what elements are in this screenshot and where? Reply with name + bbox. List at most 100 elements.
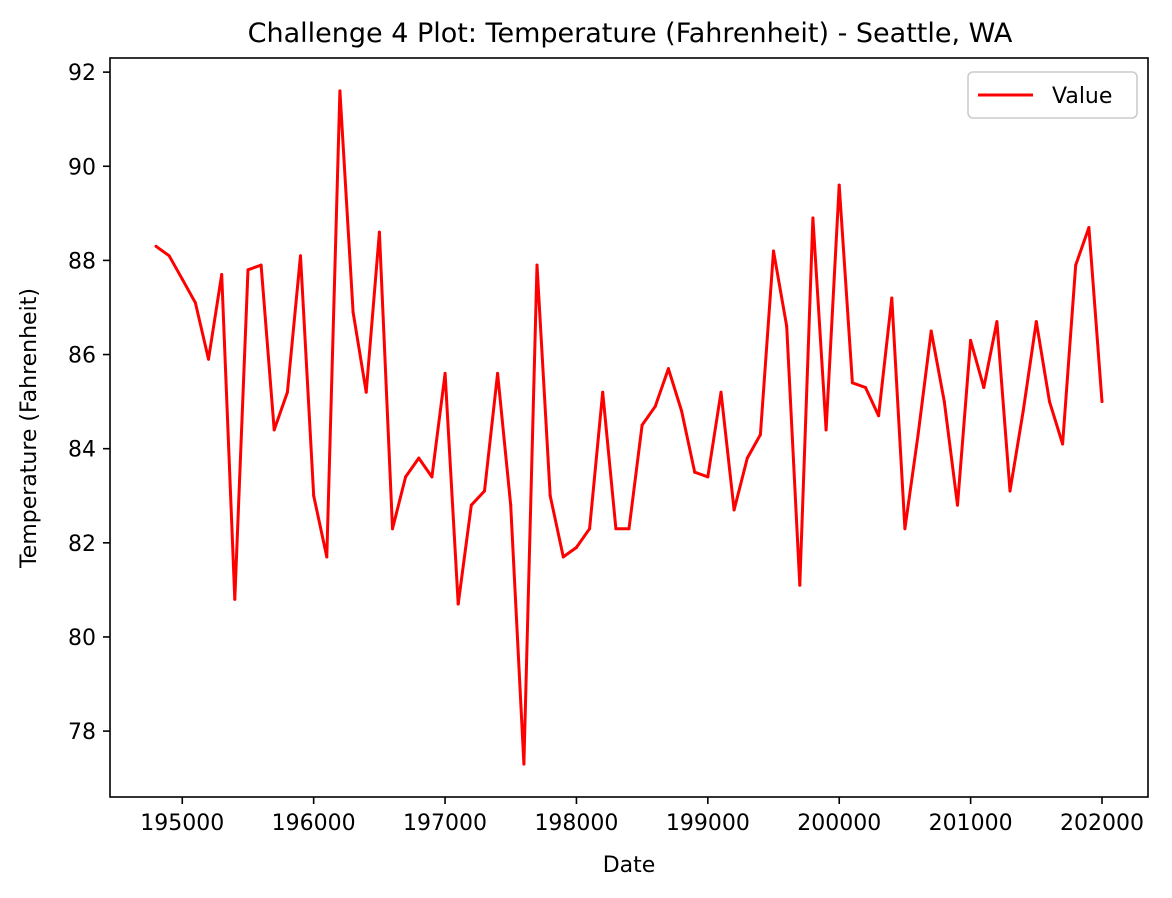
legend-box (967, 71, 1138, 119)
x-tick-label: 195000 (140, 811, 224, 836)
data-point (338, 89, 342, 93)
x-tick-label: 200000 (797, 811, 881, 836)
data-point (811, 216, 815, 220)
data-point (955, 503, 959, 507)
x-axis-label: Date (603, 853, 656, 878)
chart-title: Challenge 4 Plot: Temperature (Fahrenhei… (248, 18, 1013, 49)
data-point (430, 475, 434, 479)
data-point (1047, 400, 1051, 404)
data-point (390, 527, 394, 531)
data-point (719, 390, 723, 394)
y-tick-label: 84 (68, 438, 96, 463)
data-point (1008, 489, 1012, 493)
data-point (154, 244, 158, 248)
data-point (574, 546, 578, 550)
data-point (693, 470, 697, 474)
x-tick-label: 201000 (929, 811, 1013, 836)
data-point (535, 263, 539, 267)
data-point (614, 527, 618, 531)
plot-frame (109, 57, 1149, 798)
data-point (837, 183, 841, 187)
data-point (285, 390, 289, 394)
data-point (864, 385, 868, 389)
x-tick-label: 202000 (1060, 811, 1144, 836)
data-point (482, 489, 486, 493)
data-point (193, 301, 197, 305)
y-tick-label: 90 (68, 155, 96, 180)
x-tick-label: 196000 (272, 811, 356, 836)
data-point (325, 555, 329, 559)
data-point (588, 527, 592, 531)
data-point (1100, 400, 1104, 404)
data-point (1021, 409, 1025, 413)
data-point (443, 371, 447, 375)
data-point (942, 400, 946, 404)
y-tick-label: 82 (68, 532, 96, 557)
data-point (1074, 263, 1078, 267)
data-point (207, 357, 211, 361)
data-point (272, 428, 276, 432)
data-point (1034, 320, 1038, 324)
data-point (666, 367, 670, 371)
series-line-value (155, 89, 1104, 766)
x-axis: 195000 196000 197000 198000 199000 200000 2010… (140, 797, 1144, 836)
data-point (509, 503, 513, 507)
data-point (456, 602, 460, 606)
plot-area: 195000 196000 197000 198000 199000 200000 2010… (68, 57, 1149, 836)
data-point (364, 390, 368, 394)
data-point (732, 508, 736, 512)
data-point (167, 254, 171, 258)
data-point (246, 268, 250, 272)
data-point (640, 423, 644, 427)
x-tick-label: 199000 (666, 811, 750, 836)
data-point (299, 254, 303, 258)
y-tick-label: 86 (68, 344, 96, 369)
data-point (929, 329, 933, 333)
y-tick-label: 78 (68, 720, 96, 745)
y-axis-label: Temperature (Fahrenheit) (17, 288, 42, 569)
x-tick-label: 198000 (534, 811, 618, 836)
data-point (1061, 442, 1065, 446)
data-point (627, 527, 631, 531)
data-point (798, 583, 802, 587)
data-point (377, 230, 381, 234)
x-tick-label: 197000 (403, 811, 487, 836)
data-point (903, 527, 907, 531)
data-point (417, 456, 421, 460)
data-point (561, 555, 565, 559)
data-point (653, 404, 657, 408)
data-point (496, 371, 500, 375)
y-tick-label: 88 (68, 249, 96, 274)
data-point (785, 324, 789, 328)
data-point (469, 503, 473, 507)
data-point (351, 310, 355, 314)
data-point (548, 494, 552, 498)
series-points (154, 89, 1104, 766)
data-point (824, 428, 828, 432)
data-point (220, 273, 224, 277)
legend-label-value: Value (1052, 84, 1112, 109)
data-point (522, 762, 526, 766)
data-point (916, 433, 920, 437)
data-point (601, 390, 605, 394)
data-point (745, 456, 749, 460)
data-point (180, 277, 184, 281)
data-point (758, 433, 762, 437)
data-point (850, 381, 854, 385)
y-axis: 78 80 82 84 86 88 90 92 (68, 61, 110, 745)
data-point (890, 296, 894, 300)
data-point (1087, 225, 1091, 229)
data-point (969, 338, 973, 342)
y-tick-label: 92 (68, 61, 96, 86)
data-point (680, 409, 684, 413)
y-tick-label: 80 (68, 626, 96, 651)
data-point (995, 320, 999, 324)
data-point (877, 414, 881, 418)
data-point (312, 494, 316, 498)
legend: Value (967, 71, 1138, 119)
data-point (233, 597, 237, 601)
data-point (404, 475, 408, 479)
data-point (259, 263, 263, 267)
data-point (772, 249, 776, 253)
